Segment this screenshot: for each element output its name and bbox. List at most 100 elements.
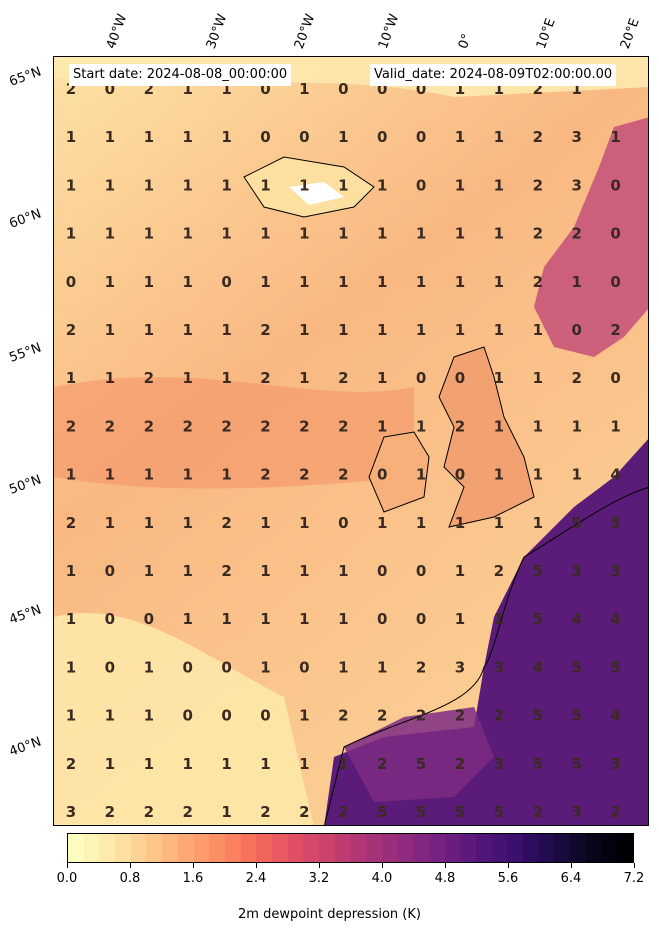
longitude-label: 20°E: [617, 16, 643, 51]
grid-value: 2: [66, 321, 76, 339]
grid-value: 2: [533, 80, 543, 98]
grid-value: 1: [260, 562, 270, 580]
grid-value: 1: [182, 80, 192, 98]
grid-value: 1: [66, 176, 76, 194]
grid-value: 1: [66, 128, 76, 146]
grid-value: 0: [610, 273, 620, 291]
grid-value: 2: [533, 128, 543, 146]
grid-value: 2: [571, 225, 581, 243]
icecap-white: [289, 182, 344, 205]
grid-value: 1: [221, 128, 231, 146]
grid-value: 1: [455, 514, 465, 532]
grid-value: 2: [455, 755, 465, 773]
colorbar-segment: [554, 834, 570, 862]
colorbar-segment: [491, 834, 508, 862]
grid-value: 1: [299, 610, 309, 628]
grid-value: 1: [260, 610, 270, 628]
grid-value: 1: [260, 273, 270, 291]
colorbar-tick: [256, 863, 257, 868]
grid-value: 1: [144, 562, 154, 580]
grid-value: 0: [416, 562, 426, 580]
grid-value: 1: [182, 176, 192, 194]
grid-value: 0: [105, 562, 115, 580]
colorbar-segment: [115, 834, 131, 862]
grid-value: 5: [455, 803, 465, 821]
grid-value: 1: [455, 176, 465, 194]
colorbar-tick-label: 0.0: [56, 871, 78, 886]
grid-value: 2: [455, 417, 465, 435]
grid-value: 1: [299, 176, 309, 194]
grid-value: 1: [299, 562, 309, 580]
grid-value: 1: [533, 321, 543, 339]
colorbar-tick: [67, 863, 68, 868]
grid-value: 1: [416, 417, 426, 435]
latitude-label: 45°N: [7, 602, 44, 628]
colorbar-tick: [508, 863, 509, 868]
grid-value: 0: [455, 369, 465, 387]
grid-value: 1: [182, 562, 192, 580]
colorbar-segment: [617, 834, 633, 862]
grid-value: 1: [182, 514, 192, 532]
grid-value: 1: [182, 225, 192, 243]
land-great-britain: [438, 346, 535, 528]
grid-value: 4: [571, 610, 581, 628]
grid-value: 5: [377, 803, 387, 821]
grid-value: 4: [610, 610, 620, 628]
dewpoint-map: 2 0 2 1 1 0 1 0 0 0 1 1 2 1 1 1 1 1 1 0 0 1 0 0 1 1 2 3 1 1 1 1 1 1 1 1 1 1 0 1…: [54, 57, 648, 825]
grid-value: 1: [221, 80, 231, 98]
grid-value: 1: [571, 417, 581, 435]
grid-value: 1: [494, 321, 504, 339]
longitude-label: 20°W: [291, 12, 319, 51]
latitude-label: 65°N: [7, 64, 44, 90]
grid-value: 1: [221, 466, 231, 484]
valid-date-label: Valid_date: 2024-08-09T02:00:00.00: [370, 64, 617, 86]
grid-value: 1: [533, 466, 543, 484]
grid-value: 1: [416, 321, 426, 339]
moist-band-south: [54, 613, 314, 825]
grid-value: 1: [377, 225, 387, 243]
grid-value: 0: [299, 128, 309, 146]
grid-value: 2: [66, 755, 76, 773]
grid-value: 1: [105, 755, 115, 773]
grid-value: 1: [377, 321, 387, 339]
grid-value: 1: [66, 466, 76, 484]
grid-value: 1: [260, 176, 270, 194]
grid-value: 0: [221, 658, 231, 676]
grid-value: 1: [144, 514, 154, 532]
colorbar-tick: [445, 863, 446, 868]
grid-value: 1: [494, 80, 504, 98]
grid-value: 0: [377, 128, 387, 146]
grid-value: 1: [221, 369, 231, 387]
grid-value: 0: [221, 273, 231, 291]
grid-value: 2: [338, 369, 348, 387]
colorbar-segment: [397, 834, 414, 862]
grid-value: 1: [416, 225, 426, 243]
grid-value: 1: [377, 514, 387, 532]
colorbar: [67, 833, 634, 863]
grid-value: 1: [338, 128, 348, 146]
grid-value: 1: [571, 466, 581, 484]
colorbar-segment: [601, 834, 618, 862]
grid-value: 5: [533, 707, 543, 725]
grid-value: 1: [377, 417, 387, 435]
grid-value: 1: [338, 321, 348, 339]
colorbar-segment: [99, 834, 116, 862]
grid-value: 5: [571, 707, 581, 725]
colorbar-tick-label: 3.2: [308, 871, 330, 886]
grid-value: 0: [221, 707, 231, 725]
grid-value: 5: [571, 755, 581, 773]
colorbar-segment: [271, 834, 288, 862]
grid-value: 1: [416, 273, 426, 291]
colorbar-tick-label: 0.8: [119, 871, 141, 886]
grid-value: 4: [533, 658, 543, 676]
grid-value: 1: [299, 707, 309, 725]
grid-value: 2: [494, 562, 504, 580]
colorbar-segment: [319, 834, 335, 862]
grid-value: 2: [221, 417, 231, 435]
grid-value: 1: [182, 610, 192, 628]
grid-value: 1: [260, 514, 270, 532]
grid-value: 2: [338, 803, 348, 821]
grid-value: 2: [299, 417, 309, 435]
grid-value: 1: [299, 273, 309, 291]
colorbar-segment: [475, 834, 492, 862]
